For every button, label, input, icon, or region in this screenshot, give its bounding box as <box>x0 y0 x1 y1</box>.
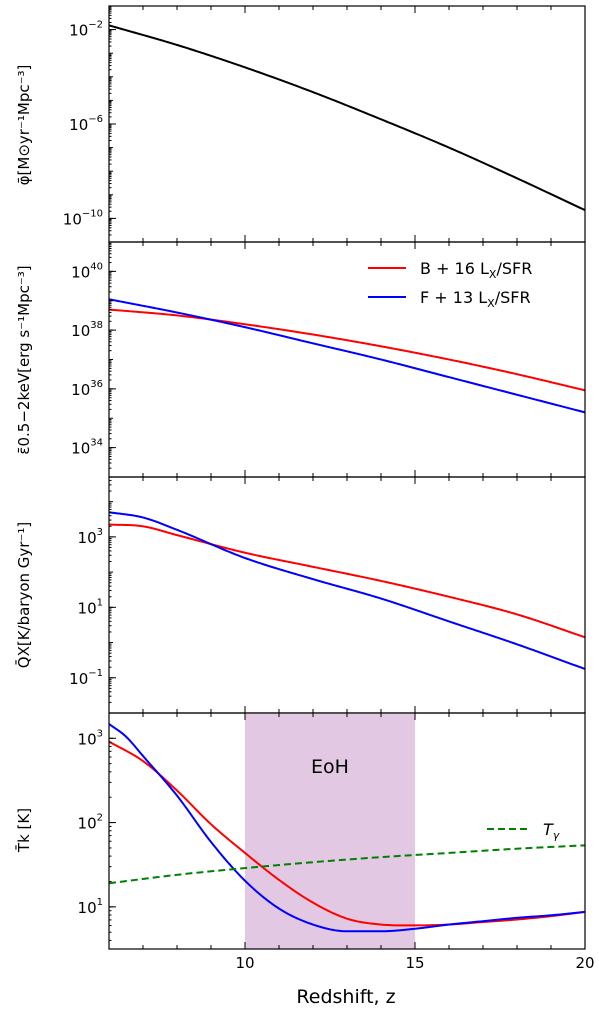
y-tick-label: 103 <box>78 728 103 748</box>
ylabel-tk: T̄k [K] <box>14 808 33 853</box>
legend-label: B + 16 LX/SFR <box>420 259 532 281</box>
series-line-Qx-1 <box>109 511 585 670</box>
legend-label: F + 13 LX/SFR <box>420 288 531 310</box>
series-line-phi-0 <box>109 24 585 212</box>
eoh-shaded-region <box>245 713 415 949</box>
x-tick-label: 10 <box>235 954 254 972</box>
series-line-epsilon-0 <box>109 308 585 392</box>
y-tick-label: 103 <box>78 527 103 547</box>
y-tick-label: 102 <box>78 813 103 833</box>
panel-epsilon: 1040 1038 1036 1034 B + 16 LX/SFR F + 13 LX/S… <box>71 241 586 478</box>
y-tick-label: 1040 <box>71 261 103 281</box>
series-line-Tk-1 <box>109 723 585 933</box>
series-line-epsilon-1 <box>109 298 585 414</box>
panel-Tk: EoH 103 102 101 Tγ <box>78 712 586 950</box>
series-line-Tk-0 <box>109 740 585 927</box>
panel-3-ylabel: Q̄X[K/baryon Gyr⁻¹] <box>14 522 33 668</box>
y-tick-label: 1034 <box>71 438 103 458</box>
x-axis-label: Redshift, z <box>296 986 395 1008</box>
legend-label: Tγ <box>543 820 560 842</box>
eoh-label: EoH <box>311 756 349 778</box>
ylabel-qx: Q̄X[K/baryon Gyr⁻¹] <box>14 522 33 668</box>
panel-2-ylabel: ε̄0.5−2keV[erg s⁻¹Mpc⁻³] <box>15 265 33 454</box>
y-tick-label: 10−1 <box>69 668 103 688</box>
panels: 10−2 10−6 10−10 1040 1038 1036 1034 B + 16 LX/S… <box>63 5 595 972</box>
y-tick-label: 10−10 <box>63 208 103 228</box>
panel-4-ylabel: T̄k [K] <box>14 808 33 853</box>
y-tick-label: 10−6 <box>69 114 103 134</box>
y-tick-label: 10−2 <box>69 20 103 40</box>
x-tick-label: 15 <box>405 954 424 972</box>
panel-phi: 10−2 10−6 10−10 <box>63 5 586 243</box>
series-line-Qx-0 <box>109 523 585 639</box>
y-tick-label: 1036 <box>71 379 103 399</box>
panel-frame <box>108 476 586 714</box>
ylabel-epsilon: ε̄0.5−2keV[erg s⁻¹Mpc⁻³] <box>15 265 33 454</box>
ylabel-phi: φ̄[M⊙yr⁻¹Mpc⁻³] <box>15 65 33 186</box>
panel-1-ylabel: φ̄[M⊙yr⁻¹Mpc⁻³] <box>15 65 33 186</box>
series-line-Tk-2 <box>109 844 585 885</box>
y-tick-label: 101 <box>78 597 103 617</box>
y-tick-label: 101 <box>78 897 103 917</box>
y-tick-label: 1038 <box>71 320 103 340</box>
x-tick-label: 20 <box>575 954 594 972</box>
panel-Qx: 103 101 10−1 <box>69 476 586 714</box>
panel-frame <box>108 5 586 243</box>
